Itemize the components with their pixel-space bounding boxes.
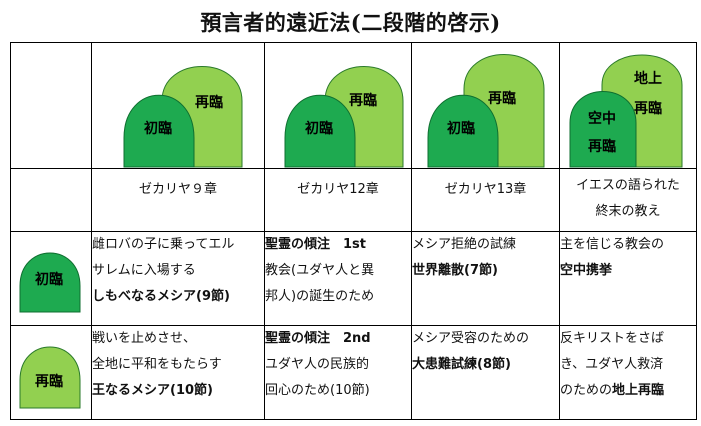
second-coming-label: 再臨 [195, 94, 223, 111]
row-header-first: 初臨 [10, 231, 92, 326]
first-coming-label: 初臨 [35, 271, 63, 288]
content-cell: メシア拒絶の試練 世界離散(7節) [411, 231, 560, 326]
reference-cell: ゼカリヤ13章 [411, 168, 560, 232]
content-cell: 反キリストをさば き、ユダヤ人救済 のための地上再臨 [559, 325, 697, 420]
aerial-label: 空中 [588, 110, 616, 127]
corner-cell [10, 42, 92, 169]
second-coming-label: 再臨 [488, 90, 516, 107]
content-cell: 戦いを止めさせ、 全地に平和をもたらす 王なるメシア(10節) [91, 325, 265, 420]
content-cell: 雌ロバの子に乗ってエル サレムに入場する しもべなるメシア(9節) [91, 231, 265, 326]
reference-cell: イエスの語られた 終末の教え [559, 168, 697, 232]
reference-row: ゼカリヤ９章 ゼカリヤ12章 ゼカリヤ13章 イエスの語られた 終末の教え [10, 168, 697, 232]
second-coming-hill [19, 346, 81, 409]
first-coming-label: 初臨 [447, 120, 475, 137]
content-cell: 聖霊の傾注 1st 教会(ユダヤ人と異 邦人)の誕生のため [264, 231, 412, 326]
first-coming-row: 初臨 雌ロバの子に乗ってエル サレムに入場する しもべなるメシア(9節) 聖霊の… [10, 231, 697, 326]
reference-cell: ゼカリヤ12章 [264, 168, 412, 232]
content-cell: メシア受容のための 大患難試練(8節) [411, 325, 560, 420]
second-coming-label: 再臨 [588, 138, 616, 155]
first-coming-label: 初臨 [144, 120, 172, 137]
first-coming-hill [427, 94, 499, 168]
comparison-table: 再臨 初臨 再臨 初臨 再臨 初臨 [10, 42, 697, 420]
reference-cell: ゼカリヤ９章 [91, 168, 265, 232]
page-title: 預言者的遠近法(二段階的啓示) [200, 10, 501, 35]
reference-corner [10, 168, 92, 232]
content-cell: 聖霊の傾注 2nd ユダヤ人の民族的 回心のため(10節) [264, 325, 412, 420]
second-coming-label: 再臨 [634, 100, 662, 117]
first-coming-hill [19, 252, 81, 313]
aerial-second-coming-hill [569, 91, 637, 168]
second-coming-label: 再臨 [349, 92, 377, 109]
first-coming-hill [284, 94, 356, 168]
illustration-row: 再臨 初臨 再臨 初臨 再臨 初臨 [10, 42, 697, 169]
content-cell: 主を信じる教会の 空中携挙 [559, 231, 697, 326]
first-coming-label: 初臨 [305, 120, 333, 137]
illustration-zech13: 再臨 初臨 [411, 42, 560, 169]
first-coming-hill [123, 94, 195, 168]
row-header-second: 再臨 [10, 325, 92, 420]
earthly-label: 地上 [634, 70, 662, 87]
illustration-teaching: 地上 再臨 空中 再臨 [559, 42, 697, 169]
illustration-zech12: 再臨 初臨 [264, 42, 412, 169]
second-coming-label: 再臨 [35, 373, 63, 390]
illustration-zech9: 再臨 初臨 [91, 42, 265, 169]
second-coming-row: 再臨 戦いを止めさせ、 全地に平和をもたらす 王なるメシア(10節) 聖霊の傾注… [10, 325, 697, 420]
